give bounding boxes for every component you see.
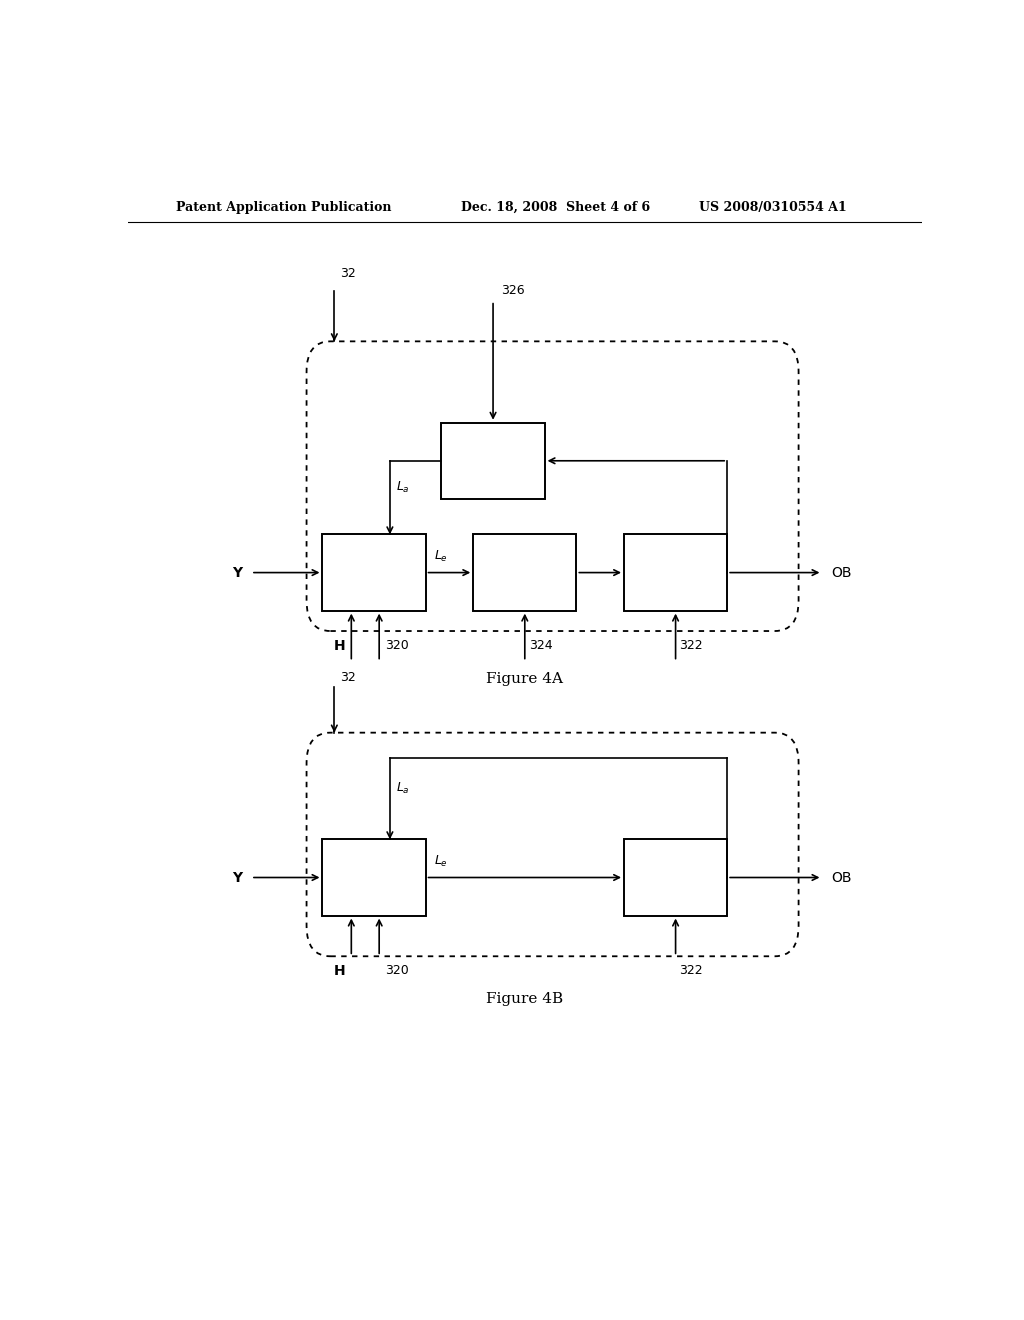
Text: 322: 322 (680, 639, 703, 652)
Bar (323, 535, 426, 611)
Text: $L_a$: $L_a$ (396, 781, 410, 796)
Text: Y: Y (232, 870, 243, 884)
Text: $L_e$: $L_e$ (433, 854, 447, 870)
Text: OB: OB (831, 565, 852, 579)
Text: 320: 320 (385, 639, 410, 652)
Text: Y: Y (232, 565, 243, 579)
Bar (441, 422, 545, 499)
Bar (624, 535, 727, 611)
Text: 326: 326 (501, 284, 524, 297)
Text: H: H (334, 639, 345, 653)
Text: 322: 322 (680, 965, 703, 977)
Text: $L_e$: $L_e$ (433, 549, 447, 565)
Bar (473, 535, 577, 611)
Text: 32: 32 (340, 268, 355, 280)
Text: 32: 32 (340, 671, 355, 684)
Text: Patent Application Publication: Patent Application Publication (176, 201, 391, 214)
Text: 320: 320 (385, 965, 410, 977)
Bar (624, 840, 727, 916)
Text: OB: OB (831, 870, 852, 884)
Bar (323, 840, 426, 916)
Text: 324: 324 (528, 639, 552, 652)
Text: Figure 4B: Figure 4B (486, 991, 563, 1006)
Text: Figure 4A: Figure 4A (486, 672, 563, 685)
Text: Dec. 18, 2008  Sheet 4 of 6: Dec. 18, 2008 Sheet 4 of 6 (461, 201, 650, 214)
Text: $L_a$: $L_a$ (396, 480, 410, 495)
Text: US 2008/0310554 A1: US 2008/0310554 A1 (699, 201, 847, 214)
Text: H: H (334, 965, 345, 978)
